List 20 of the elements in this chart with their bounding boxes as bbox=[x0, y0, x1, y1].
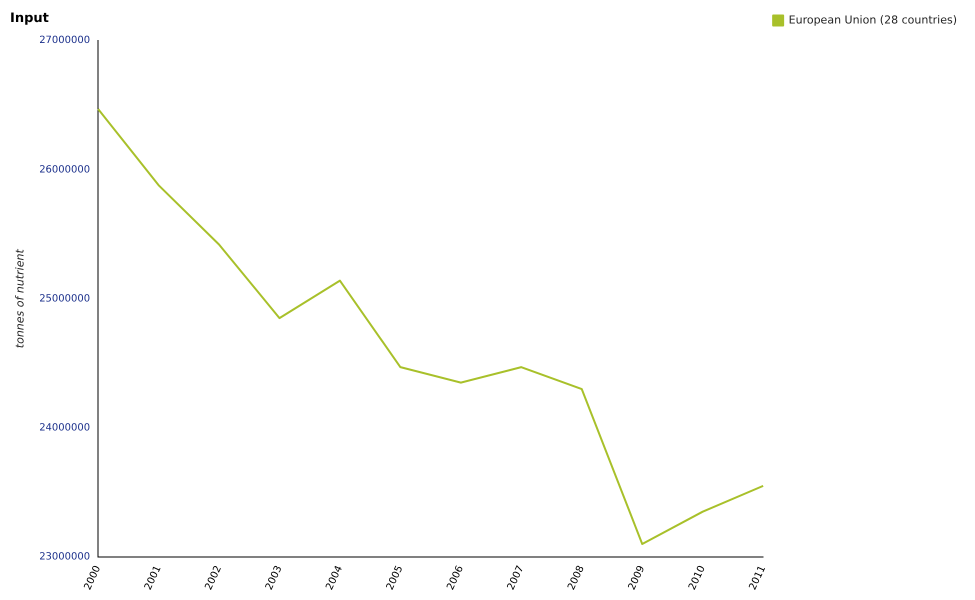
y-axis-title: tonnes of nutrient bbox=[13, 248, 26, 348]
x-tick-label: 2011 bbox=[747, 564, 768, 592]
x-tick-label: 2009 bbox=[626, 564, 648, 592]
x-tick-label: 2006 bbox=[445, 564, 466, 592]
y-tick-label: 24000000 bbox=[39, 422, 90, 434]
legend-label: European Union (28 countries) bbox=[788, 13, 957, 26]
x-tick-label: 2003 bbox=[264, 564, 285, 592]
x-tick-label: 2002 bbox=[203, 564, 224, 592]
y-tick-label: 27000000 bbox=[39, 35, 90, 46]
y-tick-label: 25000000 bbox=[39, 293, 90, 304]
x-tick-label: 2007 bbox=[506, 564, 526, 592]
y-tick-label: 23000000 bbox=[39, 551, 90, 562]
x-tick-label: 2004 bbox=[324, 564, 346, 592]
x-tick-label: 2010 bbox=[687, 564, 708, 592]
x-tick-label: 2000 bbox=[82, 564, 104, 592]
chart-title: Input bbox=[10, 11, 49, 26]
x-tick-label: 2005 bbox=[384, 564, 406, 592]
y-tick-label: 26000000 bbox=[39, 164, 90, 176]
x-tick-label: 2008 bbox=[566, 564, 587, 592]
x-tick-label: 2001 bbox=[142, 564, 164, 592]
